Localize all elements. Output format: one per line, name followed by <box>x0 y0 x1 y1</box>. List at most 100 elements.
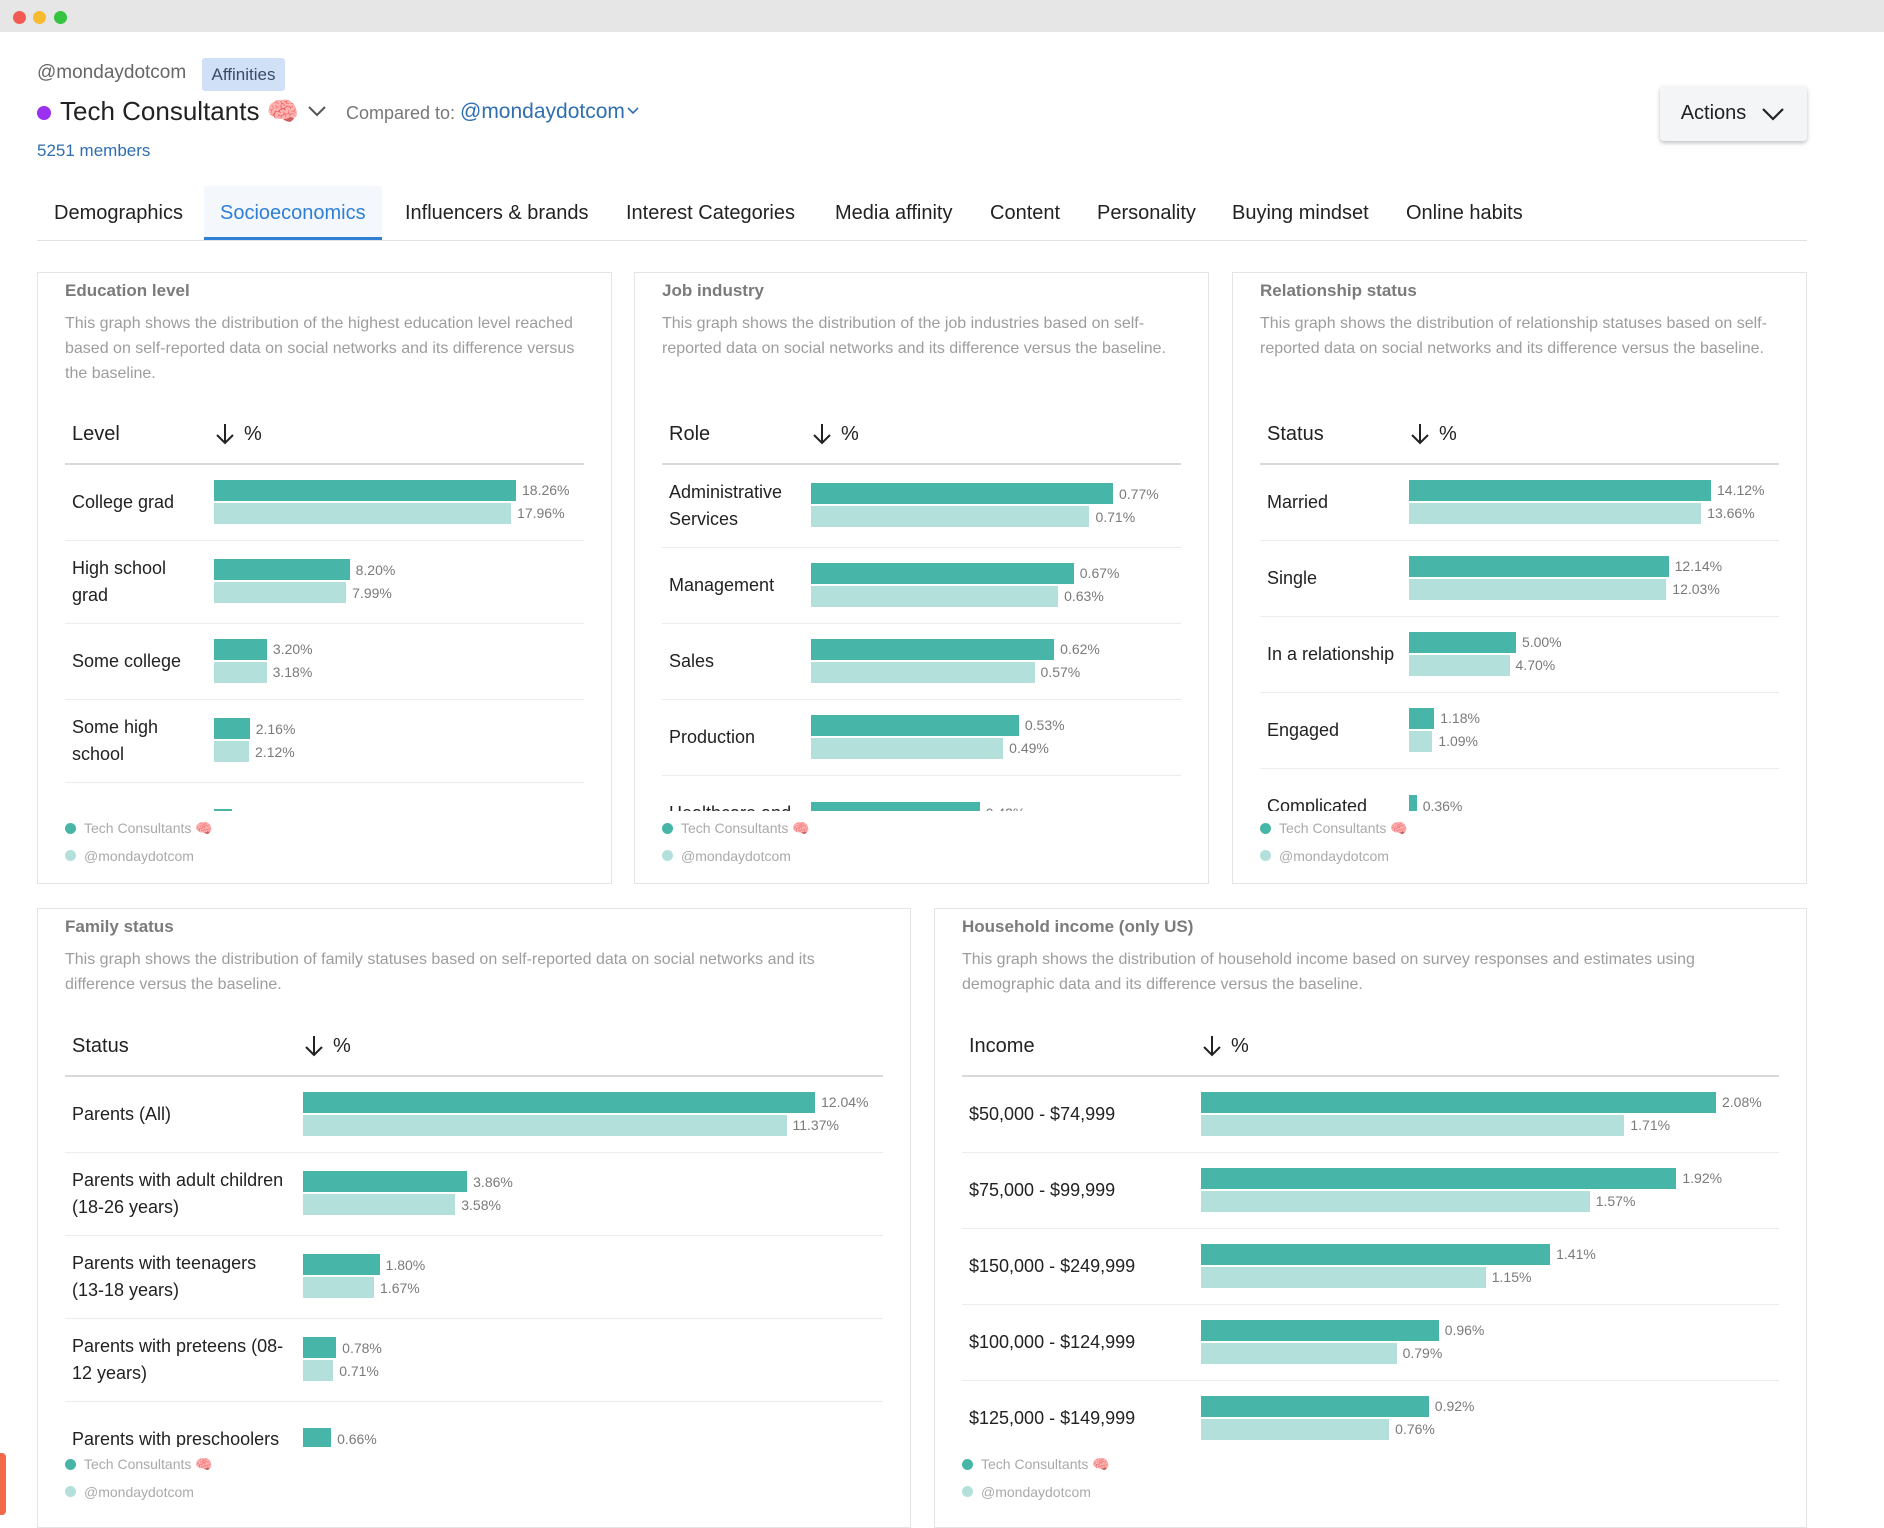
value-label: 0.71% <box>339 1362 379 1379</box>
bar <box>1201 1342 1397 1364</box>
compared-value[interactable]: @mondaydotcom <box>460 100 625 123</box>
value-label: 1.15% <box>1491 1269 1532 1285</box>
bars: 0.78% 0.71% <box>303 1337 883 1383</box>
bar <box>1409 479 1711 501</box>
value-label: 2.08% <box>1722 1094 1762 1110</box>
bar-line: 11.37% <box>303 1114 883 1136</box>
bar <box>303 1194 456 1215</box>
rows: Administrative Services 0.77% 0.71% Managem… <box>662 465 1181 811</box>
bars: 5.00% 4.70% <box>1409 631 1779 678</box>
row: Complicated 0.36% <box>1260 769 1779 811</box>
legend-label: @mondaydotcom <box>84 847 194 864</box>
value-label: 0.78% <box>342 1339 382 1356</box>
row: Married 14.12% 13.66% <box>1260 465 1779 541</box>
active-tab[interactable]: Socioeconomics <box>204 186 382 240</box>
legend-label: Tech Consultants 🧠 <box>681 820 810 836</box>
bar-line: 1.07% <box>214 809 584 811</box>
tab[interactable]: Buying mindset <box>1232 202 1369 224</box>
audience-name[interactable]: Tech Consultants 🧠 <box>60 96 300 126</box>
bar-line: 0.53% <box>811 714 1181 736</box>
bar-line: 1.09% <box>1409 730 1779 752</box>
bars: 18.26% 17.96% <box>214 479 584 526</box>
category-label: Some high school <box>72 717 159 764</box>
legend: Tech Consultants 🧠 @mondaydotcom <box>65 1451 213 1505</box>
bar-line: 1.57% <box>1201 1190 1779 1212</box>
legend-label: @mondaydotcom <box>681 847 791 864</box>
category-label: Parents with teenagers (13-18 years) <box>72 1253 257 1300</box>
bar <box>1201 1243 1551 1265</box>
sort-icon[interactable] <box>1409 422 1431 446</box>
column-header: Status <box>72 1034 129 1057</box>
bar-line: 3.58% <box>303 1194 883 1215</box>
tab[interactable]: Online habits <box>1406 202 1523 224</box>
bar <box>1201 1190 1590 1212</box>
sort-icon[interactable] <box>214 422 236 446</box>
tab[interactable]: Influencers & brands <box>405 202 589 224</box>
value-label: 0.36% <box>1422 797 1463 812</box>
bars: 0.96% 0.79% <box>1201 1319 1779 1366</box>
legend-label: Tech Consultants 🧠 <box>981 1456 1110 1472</box>
tab[interactable]: Personality <box>1097 202 1196 224</box>
compared-chevron[interactable] <box>626 106 640 116</box>
value-label: 0.96% <box>1444 1322 1485 1338</box>
close-button[interactable] <box>13 11 26 24</box>
side-tab[interactable] <box>0 1453 6 1515</box>
legend-dot <box>662 850 673 861</box>
sort-icon[interactable] <box>303 1034 325 1058</box>
bar-line: 0.96% <box>1201 1319 1779 1341</box>
value-label: 0.53% <box>1024 717 1065 733</box>
category-label: $150,000 - $249,999 <box>969 1256 1136 1276</box>
value-label: 1.57% <box>1595 1193 1636 1209</box>
legend-label: @mondaydotcom <box>1279 847 1389 864</box>
bar-line: 1.71% <box>1201 1114 1779 1136</box>
value-label: 0.66% <box>337 1430 377 1447</box>
legend-dot <box>65 850 76 861</box>
row: Single 12.14% 12.03% <box>1260 541 1779 617</box>
bar-line: 13.66% <box>1409 502 1779 524</box>
maximize-button[interactable] <box>54 11 67 24</box>
minimize-button[interactable] <box>33 11 46 24</box>
legend-label: @mondaydotcom <box>981 1483 1091 1500</box>
bars: 1.80% 1.67% <box>303 1254 883 1300</box>
bar <box>811 714 1019 736</box>
row: Engaged 1.18% 1.09% <box>1260 693 1779 769</box>
bars: 0.36% <box>1409 795 1779 811</box>
bar-line: 0.76% <box>1201 1418 1779 1440</box>
bar-line: 1.80% <box>303 1254 883 1275</box>
panel: Education level This graph shows the dist… <box>37 272 612 884</box>
sort-icon[interactable] <box>811 422 833 446</box>
row: In a relationship 5.00% 4.70% <box>1260 617 1779 693</box>
audience-dot <box>37 106 51 120</box>
legend-item: Tech Consultants 🧠 <box>65 815 213 842</box>
bar-line: 1.41% <box>1201 1243 1779 1265</box>
value-label: 0.62% <box>1060 641 1100 657</box>
unit-header: % <box>841 422 859 445</box>
members: 5251 members <box>37 141 151 160</box>
legend-label: Tech Consultants 🧠 <box>1279 820 1408 836</box>
bar-line: 5.00% <box>1409 631 1779 653</box>
table-header: Status% <box>65 1017 883 1077</box>
panel-title: Relationship status <box>1260 281 1417 300</box>
value-label: 2.12% <box>255 743 295 760</box>
bar-line: 0.79% <box>1201 1342 1779 1364</box>
bar-line: 1.67% <box>303 1277 883 1298</box>
tab[interactable]: Content <box>990 202 1061 224</box>
category-label: Complicated <box>1267 796 1368 811</box>
bar <box>214 638 267 660</box>
tab[interactable]: Interest Categories <box>626 202 795 224</box>
sort-icon[interactable] <box>1201 1034 1223 1058</box>
actions-label: Actions <box>1680 102 1747 124</box>
value-label: 0.77% <box>1119 485 1159 502</box>
legend-dot <box>65 1459 76 1470</box>
audience-chevron[interactable] <box>307 104 327 118</box>
column-header: Status <box>1267 422 1324 445</box>
row: Parents (All) 12.04% 11.37% <box>65 1077 883 1153</box>
bar <box>1409 578 1667 600</box>
tab[interactable]: Media affinity <box>835 202 953 224</box>
actions-button[interactable]: Actions <box>1660 86 1807 141</box>
value-label: 0.79% <box>1402 1345 1443 1361</box>
legend-item: Tech Consultants 🧠 <box>1260 815 1408 842</box>
tab[interactable]: Demographics <box>54 202 183 224</box>
category-label: Parents with adult children (18-26 years… <box>72 1170 284 1217</box>
bars: 3.20% 3.18% <box>214 638 584 685</box>
